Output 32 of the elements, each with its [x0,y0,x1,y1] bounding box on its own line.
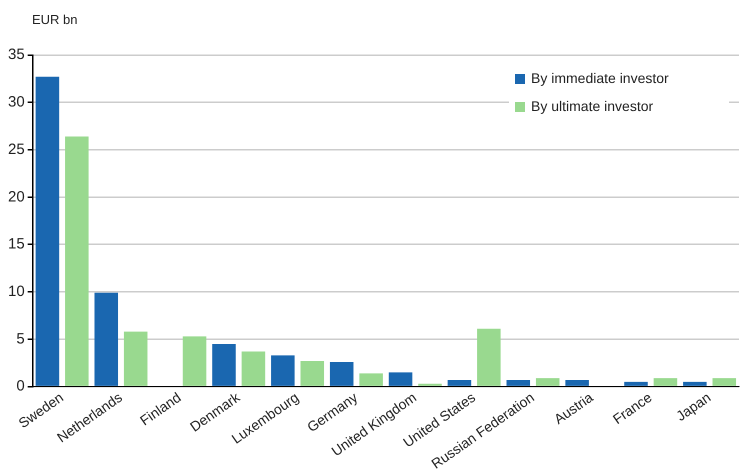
bar [36,76,60,386]
bar [242,352,266,386]
y-tick-label: 25 [8,140,25,158]
bar [124,332,148,386]
bar [654,378,678,386]
bar [182,336,206,386]
bar [212,344,236,386]
bar [448,380,472,386]
bar [359,373,383,386]
bar [300,361,324,386]
y-tick-label: 15 [8,236,25,253]
y-tick-label: 5 [16,330,25,348]
bar [330,362,354,386]
bar [388,372,412,386]
y-tick-label: 0 [16,378,25,395]
bar [506,380,530,386]
y-tick-label: 20 [8,188,25,206]
bar [683,382,707,386]
legend-label: By immediate investor [531,70,670,86]
bar [65,136,89,386]
bar [477,328,501,386]
legend-label: By ultimate investor [531,98,654,114]
bar [565,380,589,386]
bar [624,382,648,386]
y-tick-label: 10 [8,283,25,300]
y-tick-label: 30 [8,94,25,111]
bar [271,355,295,386]
bar [712,378,736,386]
y-tick-label: 35 [8,46,25,64]
bar [536,378,560,386]
y-axis-title: EUR bn [32,12,78,27]
bar [94,292,118,386]
